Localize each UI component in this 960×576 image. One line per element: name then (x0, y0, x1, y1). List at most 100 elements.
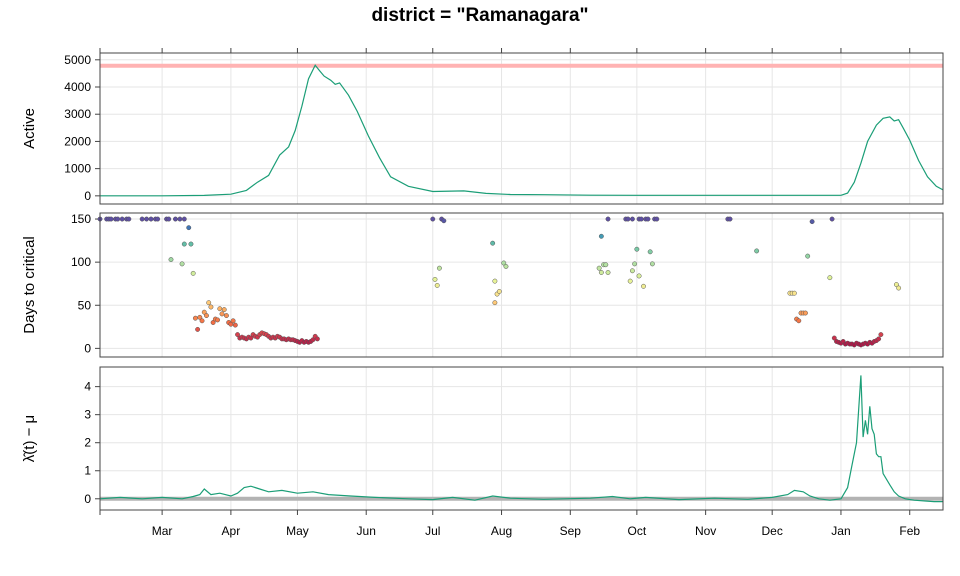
data-point (217, 306, 223, 312)
data-point (181, 241, 187, 247)
data-point (627, 278, 633, 284)
y-tick-label: 0 (84, 341, 91, 355)
data-point (809, 219, 815, 225)
data-point (829, 216, 835, 222)
data-point (192, 315, 198, 321)
data-point (647, 249, 653, 255)
chart-title: district = "Ramanagara" (371, 5, 589, 26)
data-point (503, 264, 509, 269)
data-point (179, 261, 185, 267)
panel-lambda: 0 1 2 3 4 λ̂(t) − μ (21, 366, 944, 511)
data-point (199, 318, 205, 324)
y-tick-label: 50 (78, 298, 92, 312)
x-tick-label: Dec (762, 524, 783, 538)
x-tick-label: Oct (628, 524, 647, 538)
x-tick-label: May (286, 524, 309, 538)
data-point (831, 335, 837, 341)
data-point (155, 216, 161, 222)
data-point (235, 332, 240, 338)
y-tick-label: 3 (84, 408, 91, 422)
data-point (605, 270, 611, 275)
x-tick-label: Nov (695, 524, 716, 538)
data-point (190, 270, 196, 276)
data-point (172, 216, 178, 222)
data-point (210, 320, 216, 325)
y-tick-label: 150 (71, 212, 91, 226)
data-point (492, 278, 498, 284)
y-axis-label: Days to critical (21, 236, 38, 334)
data-point (119, 216, 125, 222)
data-point (492, 300, 498, 306)
data-point (186, 225, 192, 231)
y-tick-label: 100 (71, 255, 91, 269)
data-point (876, 336, 882, 342)
data-point (221, 307, 227, 313)
data-point (649, 261, 655, 267)
data-point (232, 322, 238, 328)
data-point (634, 246, 640, 252)
data-point (430, 216, 436, 222)
y-tick-label: 4000 (64, 80, 91, 94)
panel-frame (99, 212, 944, 358)
x-tick-label: Sep (560, 524, 582, 538)
data-point (168, 257, 174, 263)
data-point (204, 313, 209, 319)
data-point (490, 240, 496, 246)
data-point (878, 332, 884, 338)
x-axis: Mar Apr May Jun Jul Aug Sep Oct Nov Dec Jan Feb (99, 48, 920, 538)
data-point (177, 216, 183, 222)
data-point (598, 270, 604, 275)
data-point (641, 283, 646, 289)
data-point (727, 216, 733, 222)
data-point (645, 216, 651, 222)
y-tick-label: 1 (84, 464, 91, 478)
data-point (803, 310, 808, 316)
data-point (115, 216, 121, 222)
data-point (201, 309, 207, 315)
y-tick-label: 1000 (64, 162, 91, 176)
data-point (215, 317, 221, 323)
data-point (796, 318, 802, 324)
x-tick-label: Feb (899, 524, 920, 538)
data-point (501, 260, 507, 266)
data-point (108, 216, 114, 222)
data-point (629, 268, 635, 274)
data-point (248, 335, 254, 341)
data-point (230, 318, 236, 324)
data-point (314, 336, 320, 342)
data-point (654, 216, 660, 222)
data-point (629, 216, 635, 222)
data-point (625, 216, 631, 222)
data-point (148, 216, 154, 222)
data-point (791, 290, 797, 296)
data-point (197, 314, 203, 320)
data-point (896, 285, 902, 291)
data-point (181, 216, 187, 222)
data-point (436, 265, 442, 271)
y-tick-label: 2000 (64, 134, 91, 148)
data-point (603, 262, 609, 268)
data-point (441, 218, 447, 224)
data-point (166, 216, 172, 222)
data-point (434, 282, 440, 288)
data-point (206, 300, 212, 306)
data-point (139, 216, 145, 222)
data-point (754, 248, 760, 254)
data-point (827, 275, 833, 281)
data-point (219, 311, 225, 317)
y-axis-label: λ̂(t) − μ (21, 415, 38, 462)
data-point (188, 241, 194, 247)
panel-frame (99, 52, 944, 205)
x-tick-label: Jul (425, 524, 440, 538)
y-tick-label: 5000 (64, 53, 91, 67)
x-tick-label: Mar (152, 524, 173, 538)
y-tick-label: 0 (84, 492, 91, 506)
series-line-lambda (99, 375, 943, 503)
series-line-active (100, 64, 944, 197)
y-tick-label: 2 (84, 436, 91, 450)
data-point (596, 265, 602, 271)
x-tick-label: Jan (831, 524, 850, 538)
data-point (598, 233, 604, 239)
panel-days-to-critical: 0 50 100 150 Days to critical (21, 212, 944, 358)
